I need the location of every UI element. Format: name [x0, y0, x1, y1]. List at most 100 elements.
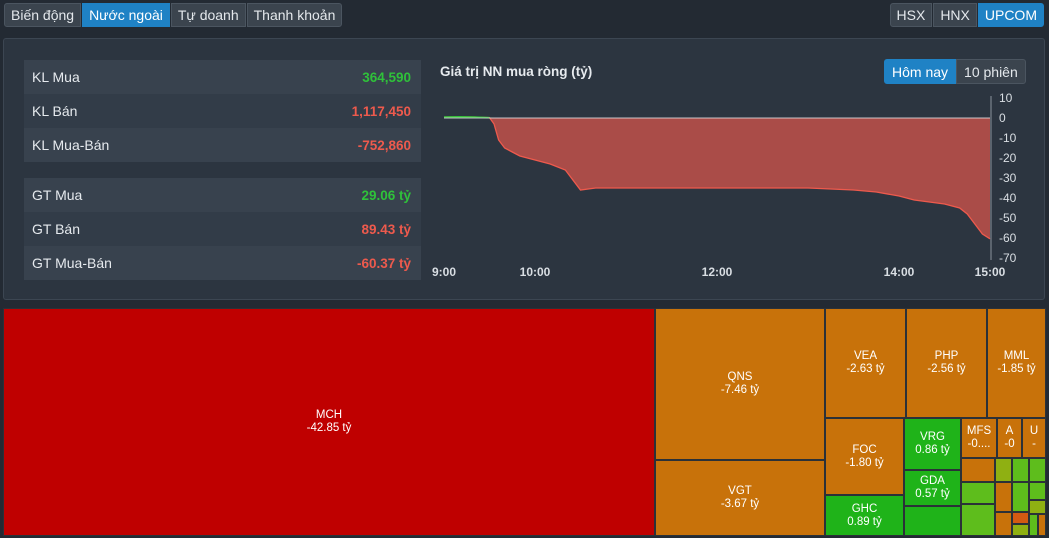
x-tick-label: 15:00: [975, 265, 1006, 279]
stat-label: KL Mua: [32, 69, 80, 85]
stat-value: 29.06 tỷ: [361, 187, 411, 203]
series-line-positive: [443, 116, 490, 119]
foreign-trade-panel: KL Mua 364,590 KL Bán 1,117,450 KL Mua-B…: [3, 38, 1045, 300]
tile-ticker: PHP: [934, 350, 959, 362]
treemap-tile-small[interactable]: [961, 504, 995, 536]
tile-value: -2.63 tỷ: [846, 363, 885, 375]
tile-value: -1.80 tỷ: [845, 456, 884, 469]
tile-value: -42.85 tỷ: [306, 422, 352, 434]
treemap-tile-small[interactable]: [1012, 482, 1029, 512]
treemap-tile-small[interactable]: [1029, 500, 1046, 514]
x-tick-label: 9:00: [432, 265, 456, 279]
tile-value: -3.67 tỷ: [720, 498, 760, 510]
y-tick-label: -20: [999, 151, 1017, 165]
tab-nuoc-ngoai[interactable]: Nước ngoài: [82, 3, 170, 27]
treemap-tile-mfs[interactable]: MFS -0....: [961, 418, 997, 458]
y-tick-label: -60: [999, 231, 1017, 245]
stat-row-gt-mua: GT Mua 29.06 tỷ: [24, 178, 421, 212]
tile-value: 0.89 tỷ: [847, 515, 882, 528]
treemap-tile-small[interactable]: [1029, 482, 1046, 500]
period-today[interactable]: Hôm nay: [884, 59, 957, 84]
stat-value: 364,590: [362, 69, 411, 85]
y-tick-label: 0: [999, 111, 1006, 125]
stat-label: GT Mua-Bán: [32, 255, 112, 271]
tile-value: 0.57 tỷ: [915, 488, 950, 500]
tile-value: -0....: [967, 438, 991, 450]
treemap-tile-small[interactable]: [1029, 514, 1038, 536]
treemap-tile-foc[interactable]: FOC -1.80 tỷ: [825, 418, 904, 495]
stat-label: GT Bán: [32, 221, 80, 237]
tile-value: 0.86 tỷ: [915, 444, 950, 456]
tile-ticker: QNS: [727, 371, 753, 383]
treemap-tile-ghc[interactable]: GHC 0.89 tỷ: [825, 495, 904, 536]
stat-row-gt-ban: GT Bán 89.43 tỷ: [24, 212, 421, 246]
series-line: [443, 116, 991, 240]
exchange-hsx[interactable]: HSX: [889, 3, 933, 27]
y-tick-label: -50: [999, 211, 1017, 225]
stat-row-gt-mua-ban: GT Mua-Bán -60.37 tỷ: [24, 246, 421, 280]
chart-title: Giá trị NN mua ròng (tỷ): [440, 64, 593, 79]
treemap-tile-vea[interactable]: VEA -2.63 tỷ: [825, 308, 906, 418]
tab-thanh-khoan[interactable]: Thanh khoản: [246, 3, 343, 27]
x-tick-label: 14:00: [884, 265, 915, 279]
treemap-tile-small[interactable]: [1038, 514, 1046, 536]
tab-bien-dong[interactable]: Biến động: [4, 3, 82, 27]
exchange-upcom[interactable]: UPCOM: [977, 3, 1044, 27]
exchange-hnx[interactable]: HNX: [933, 3, 977, 27]
stat-value: -752,860: [357, 137, 411, 153]
y-tick-label: -40: [999, 191, 1017, 205]
treemap-tile-small[interactable]: [1012, 524, 1029, 536]
treemap-tile-gda[interactable]: GDA 0.57 tỷ: [904, 470, 961, 506]
tab-tu-doanh[interactable]: Tự doanh: [170, 3, 246, 27]
treemap-tile-mch[interactable]: MCH -42.85 tỷ: [3, 308, 655, 536]
tile-ticker: GDA: [920, 475, 945, 487]
y-tick-label: -70: [999, 251, 1017, 265]
value-stats: GT Mua 29.06 tỷ GT Bán 89.43 tỷ GT Mua-B…: [24, 178, 421, 280]
stat-label: KL Mua-Bán: [32, 137, 110, 153]
tile-ticker: MML: [1003, 350, 1030, 362]
stat-row-kl-ban: KL Bán 1,117,450: [24, 94, 421, 128]
treemap-tile-small[interactable]: [1012, 458, 1029, 482]
treemap-tile-small[interactable]: [961, 482, 995, 504]
treemap-tile-mml[interactable]: MML -1.85 tỷ: [987, 308, 1046, 418]
stat-value: 1,117,450: [351, 103, 411, 119]
tile-value: -2.56 tỷ: [927, 363, 966, 375]
treemap-tile-vgt[interactable]: VGT -3.67 tỷ: [655, 460, 825, 536]
treemap-tile-small[interactable]: [995, 512, 1012, 536]
stat-label: GT Mua: [32, 187, 83, 203]
x-tick-label: 12:00: [702, 265, 733, 279]
tile-ticker: VGT: [728, 485, 752, 497]
tile-value: -0: [1004, 438, 1015, 450]
treemap-tile-small[interactable]: [995, 458, 1012, 482]
tile-ticker: MFS: [966, 425, 992, 437]
treemap-tile-small[interactable]: [1012, 512, 1029, 524]
treemap-tile-small[interactable]: [995, 482, 1012, 512]
stat-value: 89.43 tỷ: [361, 221, 411, 237]
stat-row-kl-mua-ban: KL Mua-Bán -752,860: [24, 128, 421, 162]
stat-row-kl-mua: KL Mua 364,590: [24, 60, 421, 94]
period-10-sessions[interactable]: 10 phiên: [956, 59, 1026, 84]
negative-area: [444, 118, 990, 239]
tile-value: -1.85 tỷ: [997, 363, 1036, 375]
foreign-treemap: MCH -42.85 tỷ QNS -7.46 tỷ VGT -3.67 tỷ …: [3, 308, 1046, 536]
period-tabs: Hôm nay 10 phiên: [884, 59, 1026, 84]
treemap-tile-a[interactable]: A -0: [997, 418, 1022, 458]
y-tick-label: -30: [999, 171, 1017, 185]
tile-ticker: A: [1005, 425, 1014, 437]
tile-ticker: GHC: [851, 502, 878, 515]
stat-label: KL Bán: [32, 103, 78, 119]
exchange-tabs: HSX HNX UPCOM: [889, 3, 1045, 27]
x-tick-label: 10:00: [520, 265, 551, 279]
treemap-tile-qns[interactable]: QNS -7.46 tỷ: [655, 308, 825, 460]
tile-value: -: [1032, 438, 1036, 450]
treemap-tile-small[interactable]: [961, 458, 995, 482]
y-tick-label: 10: [999, 91, 1013, 105]
treemap-tile-php[interactable]: PHP -2.56 tỷ: [906, 308, 987, 418]
treemap-tile-small[interactable]: [1029, 458, 1046, 482]
treemap-tile-vrg[interactable]: VRG 0.86 tỷ: [904, 418, 961, 470]
tile-ticker: VRG: [920, 431, 945, 443]
treemap-tile-u[interactable]: U -: [1022, 418, 1046, 458]
y-tick-label: -10: [999, 131, 1017, 145]
treemap-tile-green-small[interactable]: [904, 506, 961, 536]
tile-ticker: VEA: [853, 350, 877, 362]
